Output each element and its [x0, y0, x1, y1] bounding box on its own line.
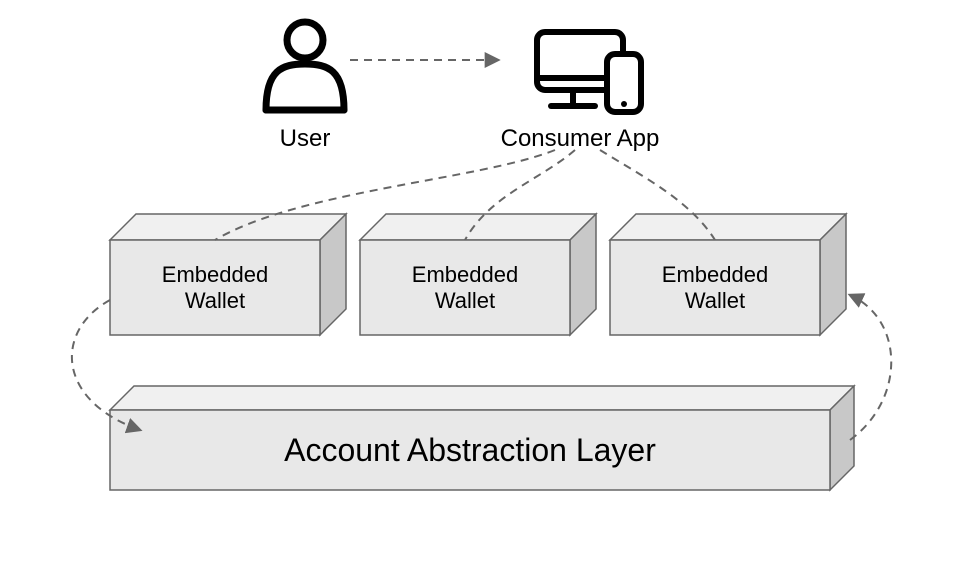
consumer-app-icon: [537, 32, 641, 112]
curve-layer-to-wallet: [850, 295, 891, 440]
wallet-label-0: EmbeddedWallet: [110, 262, 320, 315]
consumer-app-label: Consumer App: [490, 125, 670, 153]
layer-label: Account Abstraction Layer: [110, 432, 830, 469]
wallet-label-2: EmbeddedWallet: [610, 262, 820, 315]
user-icon: [266, 22, 344, 110]
wallet-label-1: EmbeddedWallet: [360, 262, 570, 315]
user-label: User: [255, 125, 355, 153]
